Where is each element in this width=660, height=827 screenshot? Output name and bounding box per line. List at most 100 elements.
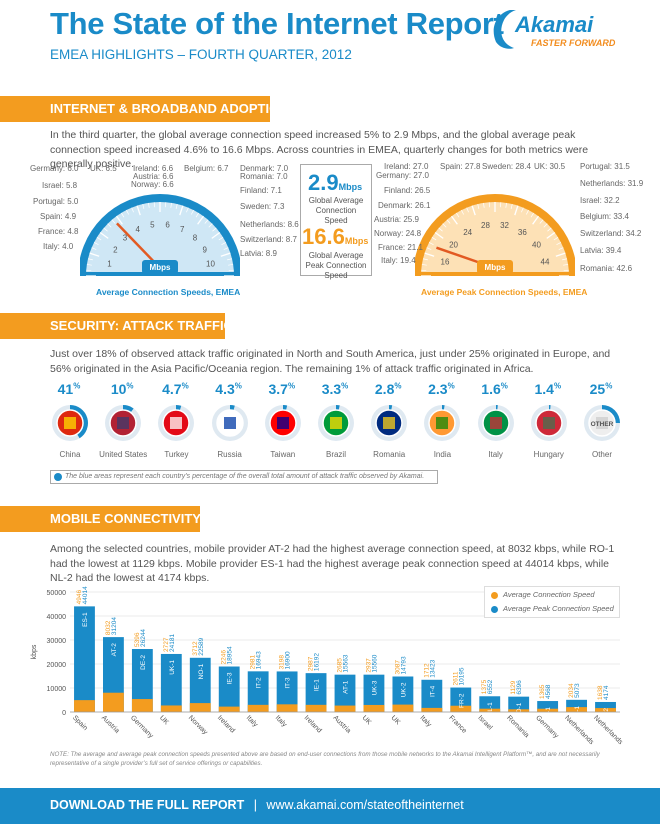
avg-gauge-country-label: Netherlands: 8.6: [240, 220, 299, 229]
bar-average: [247, 704, 269, 712]
avg-gauge-tick: [221, 242, 227, 245]
bar-provider-label: RO-1: [516, 702, 523, 718]
chart-ytick: 40000: [47, 614, 67, 621]
peak-gauge-face: [417, 198, 573, 276]
flag-emblem: [436, 417, 449, 429]
avg-gauge-country-label: Portugal: 5.0: [33, 197, 79, 206]
footer-cta-label[interactable]: DOWNLOAD THE FULL REPORT: [50, 798, 245, 812]
footer-cta[interactable]: DOWNLOAD THE FULL REPORT | www.akamai.co…: [50, 798, 464, 812]
avg-gauge-tick: [191, 209, 194, 215]
mobile-text: Among the selected countries, mobile pro…: [50, 543, 615, 584]
bar-peak-value: 13423: [429, 659, 436, 677]
bar-peak: [363, 674, 385, 712]
attack-ring-other: OTHER: [584, 405, 620, 441]
bar-average-value: 3087: [394, 660, 401, 675]
bar-average: [392, 704, 414, 712]
peak-gauge-tick: [434, 231, 444, 239]
bar-average: [334, 705, 356, 712]
bar-provider-label: UK-2: [400, 682, 407, 697]
chart-category-label: Norway: [187, 714, 209, 736]
bar-peak-value: 4568: [545, 684, 552, 699]
peak-gauge-country-label: Sweden: 28.4: [482, 162, 531, 171]
bar-provider-label: NL-1: [574, 705, 581, 719]
attack-country-label: Russia: [217, 450, 242, 459]
bar-average: [276, 704, 298, 712]
peak-gauge-country-label: Italy: 19.4: [381, 256, 416, 265]
bar-peak: [392, 676, 414, 712]
bar-peak-value: 6396: [516, 680, 523, 695]
flag-emblem: [64, 417, 76, 429]
chart-category-label: UK: [389, 714, 401, 726]
avg-gauge-country-label: Switzerland: 8.7: [240, 235, 297, 244]
attack-ring-turkey: [158, 405, 195, 441]
bar-provider-label: IL-1: [487, 702, 494, 714]
attack-note: The blue areas represent each country’s …: [50, 470, 438, 484]
peak-gauge-tick: [442, 223, 447, 228]
attack-pct: 3.7%: [268, 381, 296, 397]
bar-peak-value: 26244: [140, 629, 147, 647]
attack-country-label: Taiwan: [270, 450, 296, 459]
avg-gauge-country-label: Finland: 7.1: [240, 186, 282, 195]
footer-url[interactable]: www.akamai.com/stateoftheinternet: [266, 798, 464, 812]
bar-provider-label: NO-1: [198, 663, 205, 679]
bar-average-value: 3198: [279, 655, 286, 670]
peak-gauge-tick: [466, 207, 469, 213]
bar-average-value: 1365: [539, 684, 546, 699]
footer-separator: |: [253, 798, 257, 812]
avg-gauge-tick: [208, 223, 213, 228]
avg-gauge-unit: Mbps: [150, 263, 171, 272]
peak-gauge-tick: [556, 242, 562, 245]
akamai-logo-icon: [493, 10, 516, 49]
avg-gauge-tick: [218, 237, 224, 241]
kpi-avg-unit: Mbps: [338, 182, 363, 192]
bar-average-value: 2246: [221, 650, 228, 665]
chart-ytick: 0: [62, 710, 66, 717]
bar-average-value: 1712: [423, 663, 430, 678]
avg-gauge-tick: [228, 264, 234, 266]
attack-pct: 2.8%: [374, 381, 402, 397]
peak-gauge-tick: [461, 209, 464, 215]
peak-gauge-tick: [558, 247, 564, 250]
blue-dot-icon: [54, 473, 62, 481]
peak-gauge-tick-label: 40: [532, 241, 541, 250]
peak-gauge-tick: [553, 237, 559, 241]
chart-category-label: France: [447, 714, 467, 734]
attack-ring-brazil: [318, 405, 354, 441]
bar-provider-label: IE-1: [314, 679, 321, 691]
peak-gauge-tick: [555, 252, 566, 257]
bar-peak-value: 10195: [458, 667, 465, 685]
peak-gauge-tick: [530, 212, 534, 218]
kpi-box: [300, 164, 372, 276]
kpi-peak: 16.6Mbps: [302, 224, 368, 250]
avg-gauge-face: [82, 198, 238, 276]
bar-provider-label: UK-3: [371, 680, 378, 695]
avg-gauge-country-label: Ireland: 6.6: [133, 164, 174, 173]
bar-average: [450, 705, 472, 712]
attack-country-label: United States: [99, 450, 148, 459]
peak-gauge-country-label: Norway: 24.8: [374, 229, 422, 238]
bar-average-value: 2685: [337, 658, 344, 673]
bar-peak-value: 22589: [198, 637, 205, 655]
peak-gauge-tick: [424, 252, 435, 257]
bar-average: [131, 699, 153, 712]
peak-gauge-tick: [438, 227, 443, 232]
peak-gauge-tick: [514, 205, 519, 216]
attack-country-label: China: [59, 450, 81, 459]
chart-ytick: 30000: [47, 638, 67, 645]
chart-category-label: Italy: [418, 714, 432, 728]
avg-gauge-tick: [175, 203, 178, 209]
attack-country-label: Italy: [488, 450, 503, 459]
bar-peak-value: 44014: [82, 586, 89, 604]
bar-peak: [160, 653, 182, 712]
peak-gauge-tick: [532, 215, 540, 225]
bar-provider-label: IT-4: [429, 685, 436, 697]
bar-average: [103, 692, 124, 712]
peak-gauge-tick-label: 36: [518, 228, 527, 237]
bar-peak: [247, 671, 269, 712]
peak-gauge-tick-label: 16: [441, 258, 450, 267]
avg-gauge-country-label: Romania: 7.0: [240, 172, 288, 181]
peak-gauge-tick: [505, 202, 507, 208]
attack-pct: 1.4%: [534, 381, 562, 397]
bar-peak-value: 15560: [371, 654, 378, 672]
avg-gauge-country-label: Latvia: 8.9: [240, 249, 277, 258]
